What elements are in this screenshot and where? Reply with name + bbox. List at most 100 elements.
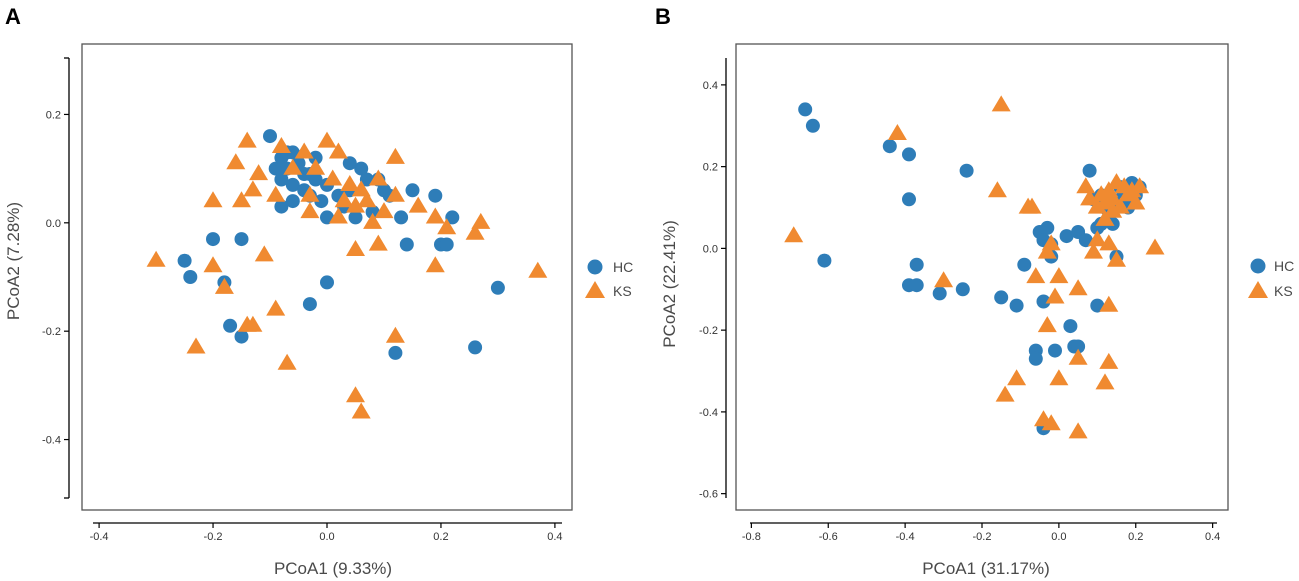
ks-point [237, 131, 257, 148]
hc-point [428, 188, 443, 203]
panel-a-x-tick-labels: -0.4 -0.2 0.0 0.2 0.4 [90, 531, 563, 543]
hc-point [348, 210, 363, 225]
hc-point [1082, 163, 1097, 178]
panel-b-y-tick-label: -0.2 [699, 325, 718, 337]
panel-b-y-axis-title: PCoA2 (22.41%) [660, 220, 679, 348]
hc-point [955, 282, 970, 297]
ks-point [346, 240, 365, 256]
panel-b-x-tick-label: 0.4 [1205, 531, 1220, 543]
hc-point [342, 156, 357, 171]
hc-point [805, 118, 820, 133]
panel-b-x-tick-label: -0.8 [742, 531, 761, 543]
panel-a-x-tick-label: -0.4 [90, 531, 109, 543]
ks-point [1095, 209, 1115, 226]
panel-b-x-tick-label: -0.4 [896, 531, 915, 543]
ks-point [995, 385, 1015, 402]
panel-b-x-tick-label: 0.0 [1051, 531, 1066, 543]
hc-point [285, 177, 300, 192]
hc-point [490, 280, 505, 295]
hc-point [798, 102, 813, 117]
ks-point [328, 142, 348, 159]
ks-point [146, 250, 166, 267]
panel-b-x-ticks [750, 523, 1214, 528]
hc-point [445, 210, 460, 225]
hc-point [206, 232, 220, 247]
panel-b-y-ticks [721, 84, 726, 495]
panel-a-y-tick-label: 0.2 [46, 109, 61, 121]
ks-point [283, 158, 303, 175]
ks-point [317, 131, 337, 148]
panel-b-y-tick-label: -0.6 [699, 489, 718, 501]
ks-point [465, 223, 485, 240]
ks-point [351, 180, 371, 197]
ks-point [1076, 177, 1096, 194]
panel-b-label: B [655, 4, 671, 29]
hc-point [994, 290, 1009, 305]
ks-point [368, 169, 388, 186]
ks-point [425, 256, 445, 273]
hc-point [223, 318, 238, 333]
ks-point [294, 142, 314, 159]
ks-point [1026, 267, 1046, 284]
panel-a-x-tick-label: 0.4 [547, 531, 562, 543]
ks-point [425, 207, 445, 224]
ks-point [306, 158, 326, 175]
hc-point [308, 172, 323, 187]
panel-a-y-tick-label: -0.2 [42, 326, 61, 338]
panel-a-label: A [5, 4, 21, 29]
ks-point [934, 271, 954, 288]
ks-point [1095, 373, 1115, 390]
ks-point [385, 147, 405, 164]
panel-a-legend: HC KS [585, 259, 633, 299]
legend-hc-label: HC [613, 259, 633, 275]
hc-point [388, 345, 403, 360]
hc-point [909, 278, 924, 293]
ks-point [987, 181, 1007, 198]
ks-point [991, 95, 1011, 112]
panel-b-x-tick-label: -0.2 [973, 531, 992, 543]
panel-a-y-tick-label: -0.4 [42, 435, 61, 447]
panel-b-x-axis-title: PCoA1 (31.17%) [922, 559, 1050, 578]
hc-point [902, 147, 916, 162]
ks-point [1099, 295, 1119, 312]
panel-a-x-axis-title: PCoA1 (9.33%) [274, 559, 392, 578]
ks-point [243, 315, 263, 332]
hc-point [320, 275, 334, 290]
panel-a-y-axis-title: PCoA2 (7.28%) [4, 202, 23, 320]
ks-point [1095, 193, 1115, 210]
ks-point [249, 164, 269, 181]
hc-point [405, 183, 420, 198]
hc-point [1078, 233, 1093, 248]
ks-point [1099, 234, 1119, 251]
hc-point [274, 199, 289, 214]
panel-b-x-tick-label: 0.2 [1128, 531, 1143, 543]
hc-point [308, 150, 323, 165]
ks-point [1037, 316, 1057, 333]
ks-point [887, 124, 907, 140]
ks-point [1103, 201, 1123, 218]
hc-point [902, 192, 916, 207]
hc-point [394, 210, 409, 225]
ks-point [368, 234, 388, 251]
ks-point [214, 277, 234, 294]
ks-point [1084, 242, 1103, 259]
hc-point [285, 194, 300, 209]
legend-ks-marker [585, 281, 605, 298]
panel-a-x-tick-label: -0.2 [204, 531, 223, 543]
panel-b-y-tick-label: 0.0 [703, 243, 718, 255]
ks-point [1099, 352, 1119, 369]
ks-point [266, 185, 286, 202]
ks-point [471, 212, 491, 229]
ks-point [1107, 250, 1126, 267]
ks-point [232, 191, 251, 208]
ks-point [300, 202, 320, 219]
ks-point [351, 402, 371, 419]
ks-point [334, 191, 354, 208]
ks-point [1103, 189, 1123, 206]
ks-point [277, 353, 297, 370]
ks-point [1087, 197, 1107, 214]
panel-b-y-tick-label: -0.4 [699, 407, 718, 419]
panel-b-y-tick-labels: 0.4 0.2 0.0 -0.2 -0.4 -0.6 [699, 80, 718, 501]
ks-point [203, 256, 223, 273]
